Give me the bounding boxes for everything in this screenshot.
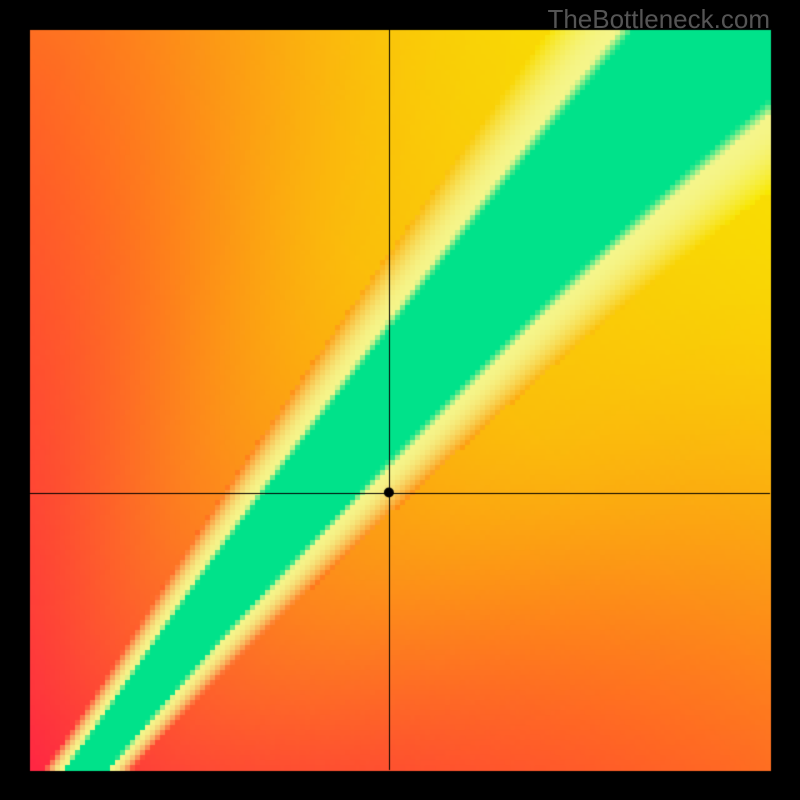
heatmap-canvas bbox=[0, 0, 800, 800]
watermark-text: TheBottleneck.com bbox=[547, 4, 770, 35]
chart-container: TheBottleneck.com bbox=[0, 0, 800, 800]
